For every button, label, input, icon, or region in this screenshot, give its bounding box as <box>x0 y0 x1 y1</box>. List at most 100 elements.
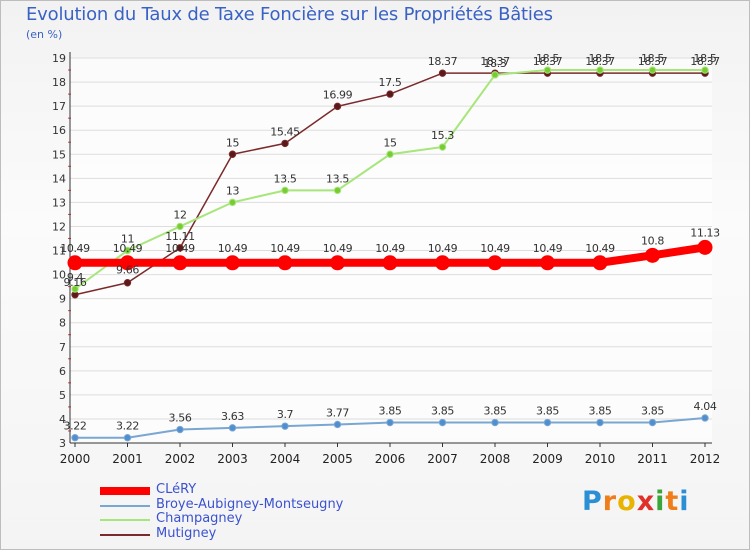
series-point-0 <box>172 255 188 271</box>
logo-letter: t <box>665 486 680 517</box>
data-label: 3.7 <box>277 408 294 421</box>
series-point-0 <box>277 255 293 271</box>
data-label: 3.56 <box>169 412 192 425</box>
y-tick-label: 7 <box>59 341 66 354</box>
data-label: 10.49 <box>270 242 300 255</box>
series-point-2 <box>176 222 184 231</box>
data-label: 11 <box>121 233 134 246</box>
data-label: 15.45 <box>270 125 300 138</box>
y-tick-label: 6 <box>59 365 66 378</box>
data-label: 18.5 <box>536 52 559 65</box>
y-tick-label: 11 <box>52 245 66 258</box>
data-label: 3.63 <box>221 410 244 423</box>
x-tick-label: 2008 <box>480 452 511 466</box>
series-point-0 <box>382 255 398 271</box>
x-tick-label: 2011 <box>637 452 668 466</box>
series-point-0 <box>697 239 713 255</box>
data-label: 10.8 <box>641 234 664 247</box>
data-label: 18.5 <box>694 52 717 65</box>
series-point-0 <box>435 255 450 271</box>
x-tick-label: 2009 <box>532 452 563 466</box>
data-label: 3.85 <box>589 405 612 418</box>
x-tick-label: 2005 <box>322 452 353 466</box>
y-tick-label: 18 <box>52 76 66 89</box>
legend-label: Broye-Aubigney-Montseugny <box>156 497 344 512</box>
data-label: 9.66 <box>116 264 139 277</box>
series-point-3 <box>333 102 342 111</box>
data-label: 10.49 <box>165 242 195 255</box>
data-label: 18.5 <box>589 52 612 65</box>
series-point-2 <box>281 186 289 195</box>
data-label: 3.85 <box>536 405 559 418</box>
series-point-0 <box>67 255 83 271</box>
y-tick-label: 12 <box>52 220 66 233</box>
chart-subtitle: (en %) <box>26 28 63 41</box>
series-point-1 <box>491 418 499 427</box>
series-point-0 <box>592 255 608 271</box>
y-tick-label: 4 <box>59 413 66 426</box>
data-label: 3.85 <box>641 405 664 418</box>
data-label: 3.22 <box>64 420 87 433</box>
data-label: 18.37 <box>480 55 510 68</box>
data-label: 9.4 <box>67 271 84 284</box>
logo-letter: P <box>582 486 603 517</box>
series-point-2 <box>543 66 552 74</box>
data-label: 18.5 <box>641 52 664 65</box>
data-label: 11.13 <box>690 226 720 239</box>
data-label: 10.49 <box>113 242 143 255</box>
legend-swatch <box>100 505 150 507</box>
data-label: 13.5 <box>274 172 297 185</box>
legend-label: CLéRY <box>156 482 197 497</box>
series-point-2 <box>701 66 709 74</box>
data-label: 10.49 <box>480 242 510 255</box>
legend-label: Champagney <box>156 511 243 526</box>
data-label: 15 <box>383 136 397 149</box>
series-point-1 <box>648 418 657 427</box>
series-point-2 <box>123 246 132 255</box>
series-point-3 <box>386 90 394 98</box>
data-label: 10.49 <box>533 242 563 255</box>
x-tick-label: 2000 <box>60 452 91 466</box>
series-point-3 <box>123 279 132 287</box>
data-label: 17.5 <box>379 76 402 89</box>
chart-title: Evolution du Taux de Taxe Foncière sur l… <box>26 4 553 25</box>
data-label: 18.3 <box>484 57 507 70</box>
series-point-2 <box>438 143 447 151</box>
series-point-1 <box>123 434 132 442</box>
series-point-2 <box>386 150 394 158</box>
x-tick-label: 2002 <box>165 452 196 466</box>
legend-swatch <box>100 519 150 521</box>
data-label: 12 <box>173 208 186 221</box>
data-label: 9.16 <box>64 276 87 289</box>
y-tick-label: 14 <box>52 172 66 185</box>
x-tick-label: 2003 <box>217 452 248 466</box>
data-label: 10.49 <box>218 242 248 255</box>
x-tick-label: 2001 <box>112 452 143 466</box>
series-point-3 <box>438 69 447 77</box>
data-label: 18.37 <box>533 55 563 68</box>
series-point-1 <box>543 418 552 427</box>
y-tick-label: 19 <box>52 52 66 65</box>
y-tick-label: 15 <box>52 148 66 161</box>
x-tick-label: 2006 <box>375 452 406 466</box>
series-point-2 <box>333 186 342 195</box>
legend-label: Mutigney <box>156 526 217 541</box>
data-label: 15.3 <box>431 129 454 142</box>
data-label: 3.85 <box>484 405 507 418</box>
logo-letter: i <box>655 486 666 517</box>
x-tick-label: 2004 <box>270 452 301 466</box>
series-point-1 <box>596 418 604 427</box>
logo-letter: i <box>679 486 690 517</box>
y-tick-label: 10 <box>52 269 66 282</box>
series-point-2 <box>596 66 604 74</box>
series-point-1 <box>176 425 184 434</box>
y-tick-label: 3 <box>59 437 66 450</box>
data-label: 10.49 <box>60 242 90 255</box>
series-point-0 <box>330 255 345 271</box>
data-label: 18.37 <box>690 55 720 68</box>
data-label: 3.22 <box>116 420 139 433</box>
data-label: 3.77 <box>326 406 349 419</box>
data-label: 11.11 <box>165 230 195 243</box>
data-label: 18.37 <box>428 55 458 68</box>
